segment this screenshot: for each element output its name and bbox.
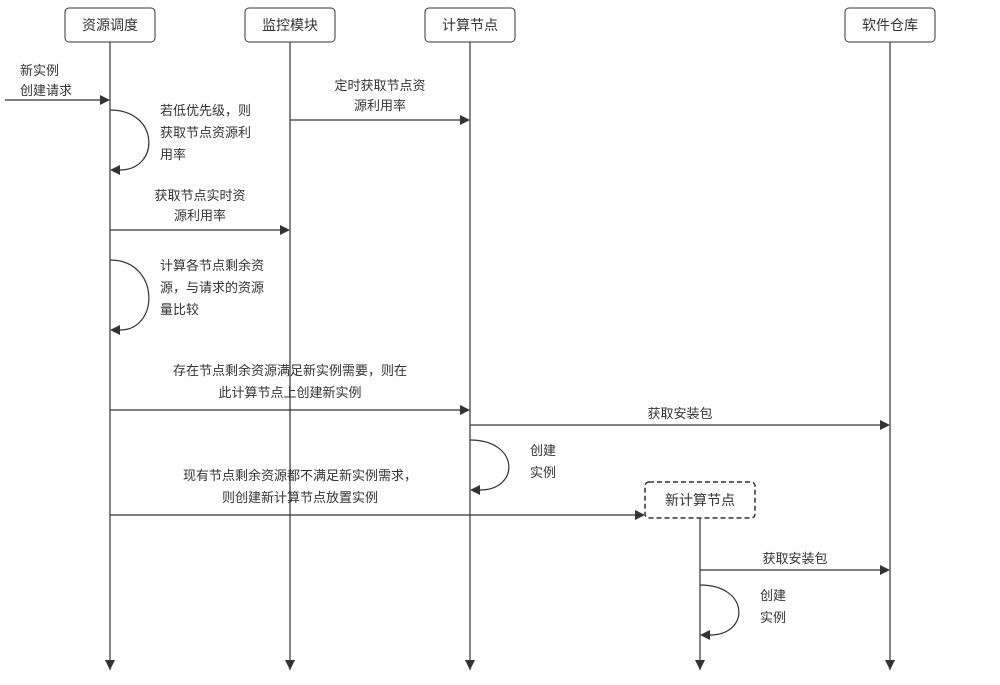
msg-label: 获取安装包 xyxy=(762,551,827,566)
msg-label: 源利用率 xyxy=(354,98,406,113)
msg-label: 计算各节点剩余资 xyxy=(160,258,264,273)
msg-label: 源利用率 xyxy=(174,208,226,223)
self-msg xyxy=(700,585,739,635)
msg-label: 现有节点剩余资源都不满足新实例需求， xyxy=(183,468,417,483)
participant-label: 软件仓库 xyxy=(862,17,918,33)
msg-label: 创建 xyxy=(760,588,786,603)
self-msg xyxy=(470,440,509,490)
sequence-diagram: 资源调度 监控模块 计算节点 软件仓库新实例创建请求若低优先级，则获取节点资源利用率 定… xyxy=(0,0,1000,685)
msg-label: 获取节点实时资 xyxy=(154,188,245,203)
msg-label: 定时获取节点资 xyxy=(334,78,425,93)
external-msg-label: 创建请求 xyxy=(20,83,72,98)
msg-label: 获取节点资源利 xyxy=(160,125,251,140)
msg-label: 此计算节点上创建新实例 xyxy=(218,385,361,400)
external-msg-label: 新实例 xyxy=(20,63,59,78)
msg-label: 量比较 xyxy=(160,302,199,317)
new-participant-label: 新计算节点 xyxy=(665,492,735,508)
participant-label: 监控模块 xyxy=(262,17,318,33)
self-msg xyxy=(110,110,149,170)
msg-label: 创建 xyxy=(530,443,556,458)
participant-label: 计算节点 xyxy=(442,17,498,33)
msg-label: 则创建新计算节点放置实例 xyxy=(222,490,378,505)
msg-label: 用率 xyxy=(160,147,186,162)
participant-label: 资源调度 xyxy=(82,17,138,33)
msg-label: 存在节点剩余资源满足新实例需要，则在 xyxy=(173,363,407,378)
msg-label: 获取安装包 xyxy=(647,406,712,421)
msg-label: 实例 xyxy=(530,465,556,480)
msg-label: 若低优先级，则 xyxy=(160,103,251,118)
self-msg xyxy=(110,260,149,330)
msg-label: 实例 xyxy=(760,610,786,625)
msg-label: 源，与请求的资源 xyxy=(160,280,264,295)
